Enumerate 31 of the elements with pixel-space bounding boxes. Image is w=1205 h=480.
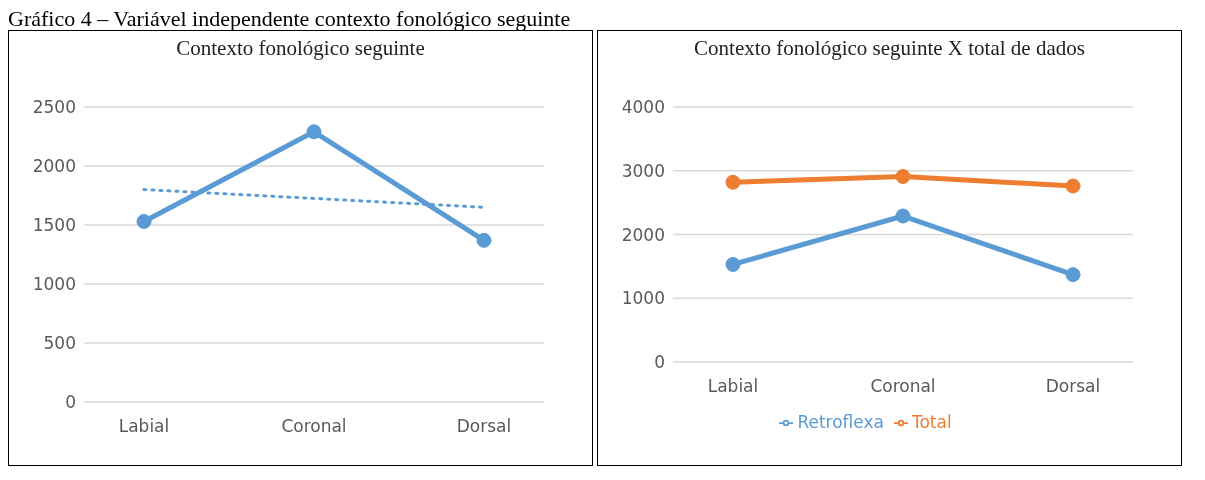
y-tick-label: 2000 [621,224,665,245]
y-tick-label: 4000 [621,97,665,118]
x-tick-label: Coronal [281,416,347,437]
y-tick-label: 1500 [32,215,76,236]
point [136,213,152,229]
point [895,208,911,224]
point [895,168,911,184]
chart-title: Contexto fonológico seguinte [176,35,425,61]
point [725,256,741,272]
x-tick-label: Labial [707,376,759,397]
x-tick-label: Coronal [870,376,936,397]
point [476,232,492,248]
x-tick-label: Dorsal [1045,376,1101,397]
x-tick-label: Labial [118,416,170,437]
y-tick-label: 0 [654,352,665,373]
y-tick-label: 3000 [621,160,665,181]
y-tick-label: 500 [43,333,76,354]
chart-title: Contexto fonológico seguinte X total de dados [694,35,1085,61]
text: Gráfico 4 – Variável independente contexto fonológico seguinte [8,7,571,31]
y-tick-label: 1000 [32,274,76,295]
y-tick-label: 2000 [32,156,76,177]
x-tick-label: Dorsal [456,416,512,437]
y-tick-label: 0 [65,392,76,413]
point [1065,178,1081,194]
legend-label: Retroflexa [797,412,884,432]
point [725,174,741,190]
y-tick-label: 2500 [32,97,76,118]
y-tick-label: 1000 [621,288,665,309]
point [306,124,322,140]
point [1065,267,1081,283]
legend-label: Total [911,412,952,432]
